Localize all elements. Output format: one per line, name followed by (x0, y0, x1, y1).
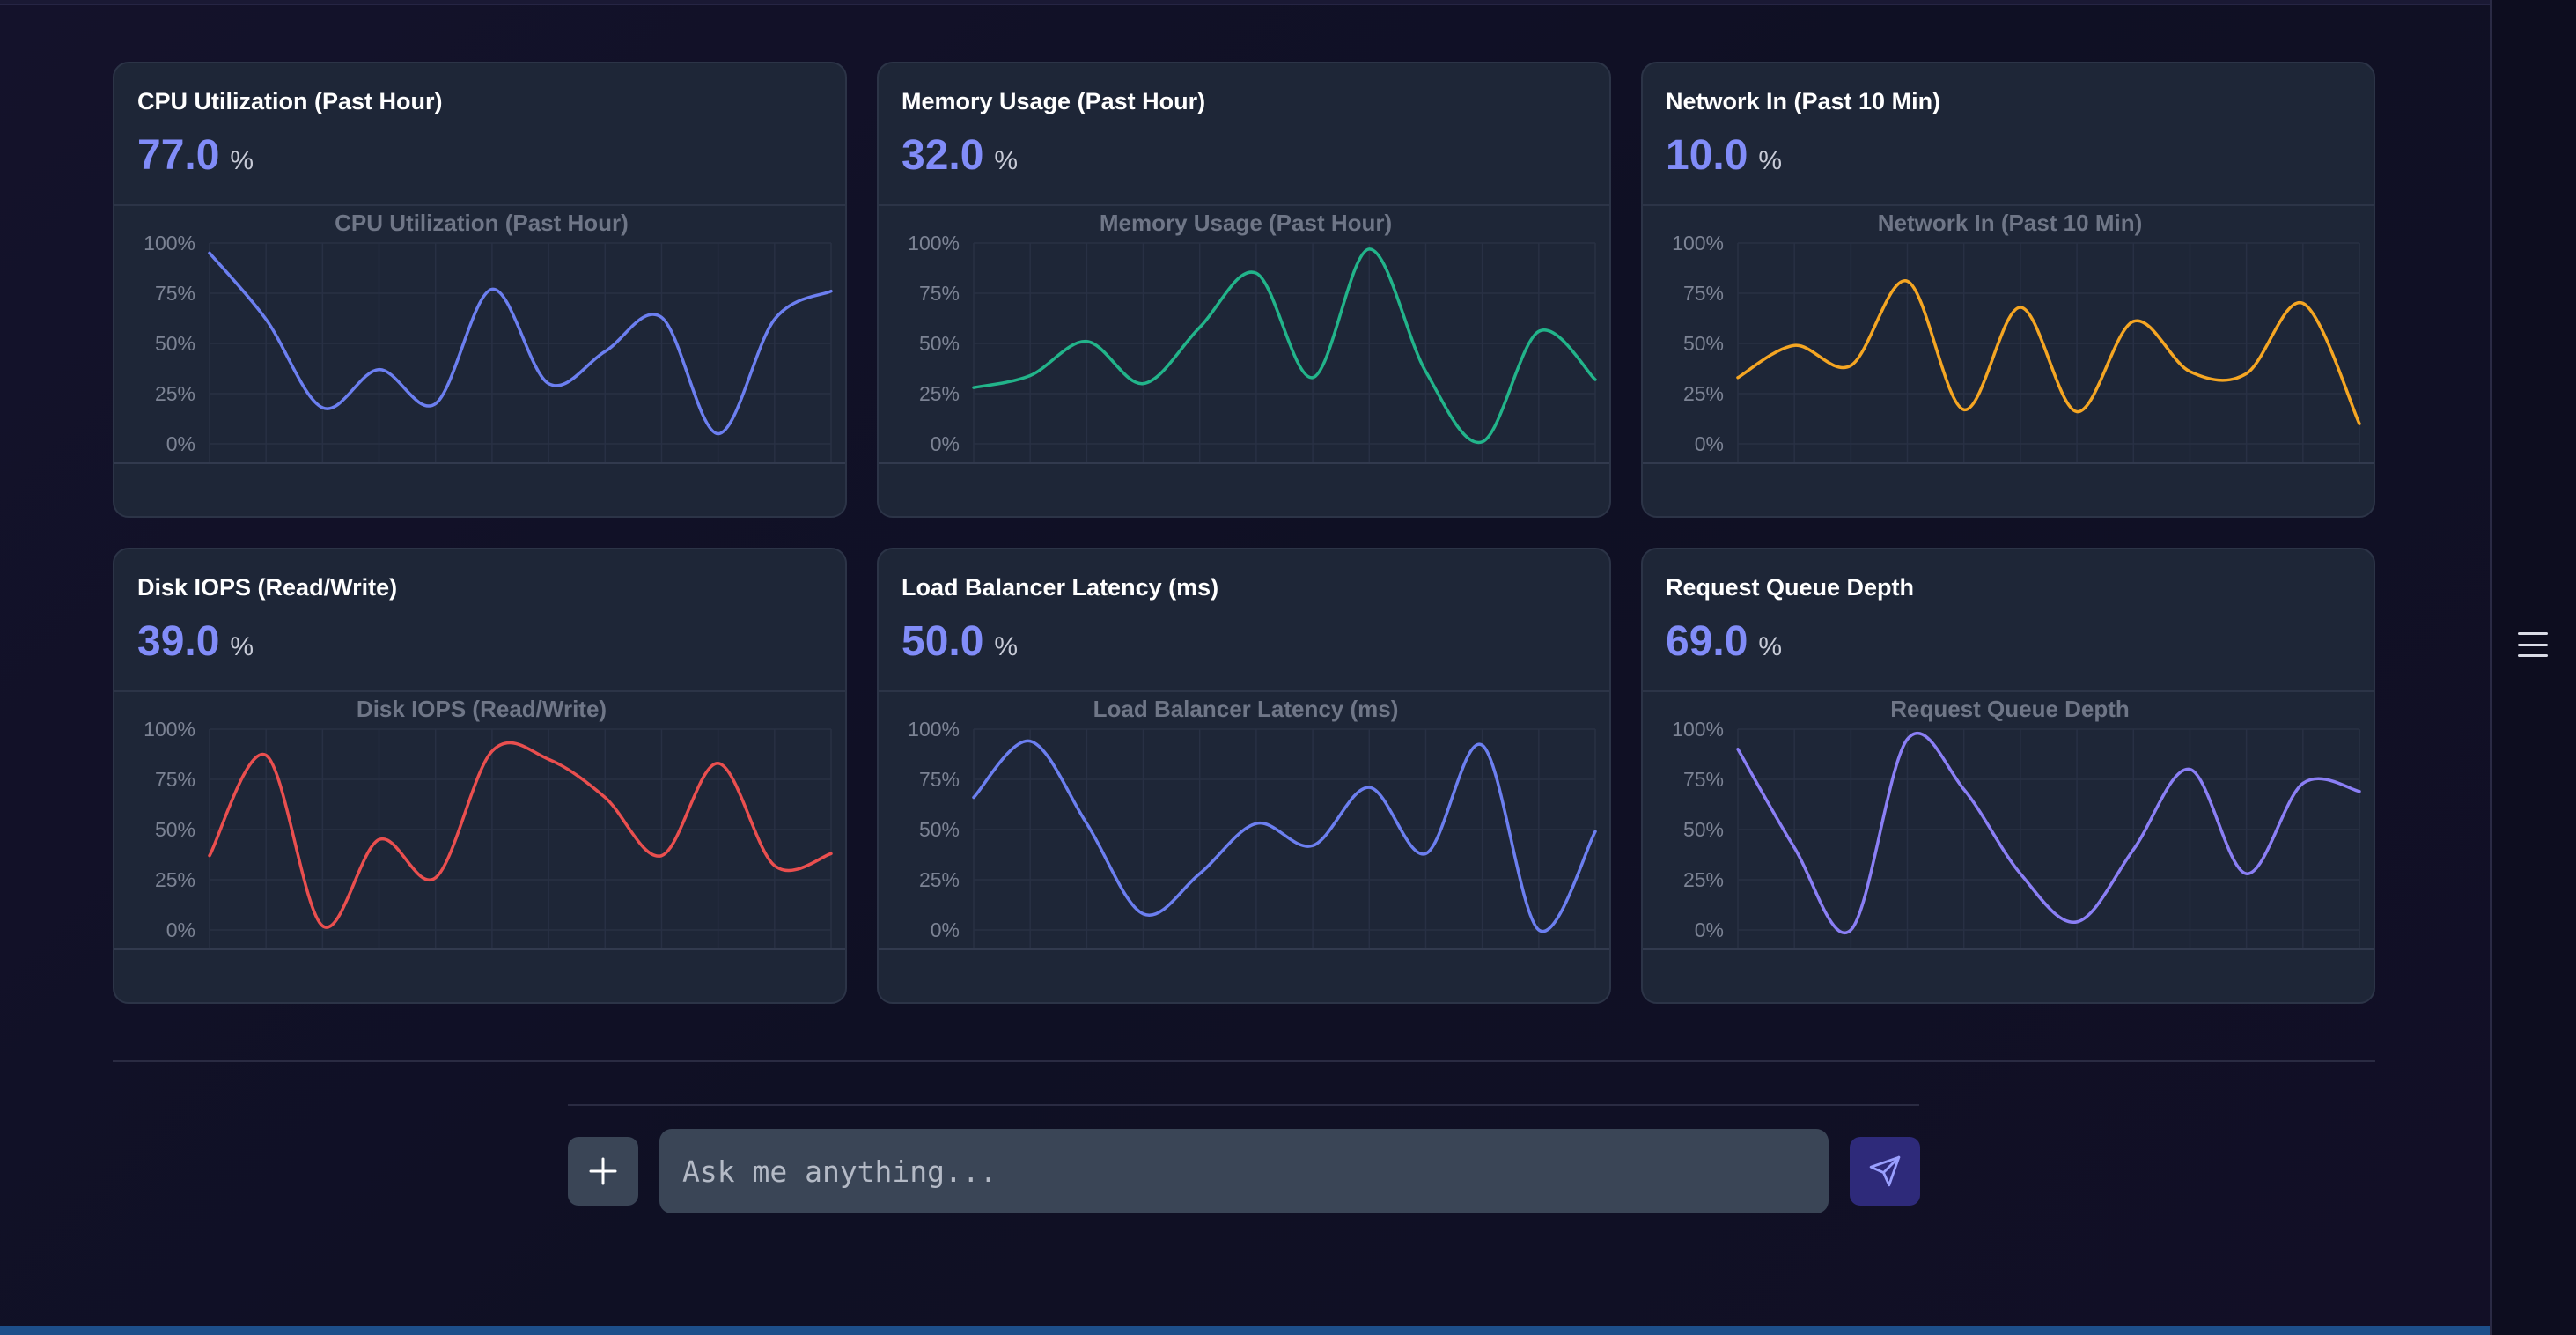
line-chart: Load Balancer Latency (ms) 0% 25% 50% 75% 100… (879, 696, 1609, 950)
y-tick-label: 0% (166, 918, 195, 941)
content-divider (113, 1060, 2375, 1062)
chart-title: Request Queue Depth (1890, 696, 2130, 722)
line-chart: Disk IOPS (Read/Write) 0% 25% 50% 75% 100% (114, 696, 845, 950)
metric-card-queue: Request Queue Depth 69.0 % Request Queue… (1641, 548, 2375, 1004)
card-header: Load Balancer Latency (ms) 50.0 % (879, 549, 1609, 692)
card-metric: 10.0 % (1666, 131, 2351, 180)
chat-input[interactable] (659, 1129, 1829, 1213)
metric-card-memory: Memory Usage (Past Hour) 32.0 % Memory U… (877, 62, 1611, 518)
hamburger-menu-icon[interactable] (2518, 632, 2548, 657)
y-tick-label: 100% (908, 718, 960, 741)
y-tick-label: 50% (919, 818, 960, 841)
series-line (208, 741, 833, 929)
y-tick-label: 100% (144, 232, 195, 254)
right-sidebar-rail (2490, 0, 2576, 1335)
y-tick-label: 100% (908, 232, 960, 254)
metric-card-network: Network In (Past 10 Min) 10.0 % Network … (1641, 62, 2375, 518)
y-tick-label: 100% (1672, 718, 1724, 741)
chat-divider (568, 1104, 1919, 1106)
metric-unit: % (994, 146, 1019, 175)
card-header: Request Queue Depth 69.0 % (1643, 549, 2374, 692)
card-header: Network In (Past 10 Min) 10.0 % (1643, 63, 2374, 206)
y-tick-label: 25% (1683, 868, 1724, 891)
card-header: CPU Utilization (Past Hour) 77.0 % (114, 63, 845, 206)
add-attachment-button[interactable] (568, 1137, 638, 1206)
metric-value: 69.0 (1666, 618, 1748, 665)
metric-value: 77.0 (137, 132, 220, 179)
y-tick-label: 0% (1695, 918, 1724, 941)
metric-value: 10.0 (1666, 132, 1748, 179)
metric-value: 50.0 (902, 618, 984, 665)
send-button[interactable] (1850, 1137, 1920, 1206)
send-icon (1869, 1155, 1901, 1187)
card-title: CPU Utilization (Past Hour) (137, 88, 443, 114)
card-title: Request Queue Depth (1666, 574, 1915, 601)
chart-title: Memory Usage (Past Hour) (1100, 210, 1392, 236)
y-tick-label: 100% (1672, 232, 1724, 254)
metric-card-cpu: CPU Utilization (Past Hour) 77.0 % CPU U… (113, 62, 847, 518)
line-chart: Request Queue Depth 0% 25% 50% 75% 100% (1643, 696, 2374, 950)
metric-unit: % (994, 632, 1019, 661)
series-line (1736, 731, 2361, 934)
y-tick-label: 100% (144, 718, 195, 741)
metric-unit: % (1758, 146, 1783, 175)
y-tick-label: 50% (155, 332, 195, 355)
metric-unit: % (1758, 632, 1783, 661)
card-title: Load Balancer Latency (ms) (902, 574, 1219, 601)
y-tick-label: 75% (155, 768, 195, 791)
y-tick-label: 75% (1683, 768, 1724, 791)
y-tick-label: 0% (931, 918, 960, 941)
y-tick-label: 50% (919, 332, 960, 355)
series-line (972, 247, 1597, 445)
y-tick-label: 25% (919, 382, 960, 405)
top-border (0, 0, 2490, 5)
y-tick-label: 50% (1683, 332, 1724, 355)
card-metric: 69.0 % (1666, 617, 2351, 666)
card-header: Disk IOPS (Read/Write) 39.0 % (114, 549, 845, 692)
y-tick-label: 50% (155, 818, 195, 841)
metric-card-latency: Load Balancer Latency (ms) 50.0 % Load B… (877, 548, 1611, 1004)
y-tick-label: 75% (155, 282, 195, 305)
y-tick-label: 25% (1683, 382, 1724, 405)
y-tick-label: 25% (919, 868, 960, 891)
y-tick-label: 25% (155, 868, 195, 891)
chart-title: Network In (Past 10 Min) (1878, 210, 2143, 236)
series-line (1736, 279, 2361, 425)
series-line (208, 251, 833, 436)
chart-title: Disk IOPS (Read/Write) (357, 696, 607, 722)
card-metric: 39.0 % (137, 617, 822, 666)
metric-card-disk: Disk IOPS (Read/Write) 39.0 % Disk IOPS … (113, 548, 847, 1004)
y-tick-label: 0% (1695, 432, 1724, 455)
y-tick-label: 75% (1683, 282, 1724, 305)
metric-unit: % (230, 146, 254, 175)
card-metric: 32.0 % (902, 131, 1586, 180)
line-chart: Memory Usage (Past Hour) 0% 25% 50% 75% 100% (879, 210, 1609, 464)
y-tick-label: 25% (155, 382, 195, 405)
y-tick-label: 75% (919, 768, 960, 791)
metric-value: 39.0 (137, 618, 220, 665)
y-tick-label: 75% (919, 282, 960, 305)
card-title: Disk IOPS (Read/Write) (137, 574, 398, 601)
y-tick-label: 0% (931, 432, 960, 455)
card-title: Memory Usage (Past Hour) (902, 88, 1206, 114)
card-header: Memory Usage (Past Hour) 32.0 % (879, 63, 1609, 206)
chart-title: Load Balancer Latency (ms) (1093, 696, 1399, 722)
y-tick-label: 0% (166, 432, 195, 455)
card-title: Network In (Past 10 Min) (1666, 88, 1941, 114)
chart-title: CPU Utilization (Past Hour) (335, 210, 629, 236)
line-chart: Network In (Past 10 Min) 0% 25% 50% 75% 100% (1643, 210, 2374, 464)
metric-unit: % (230, 632, 254, 661)
series-line (972, 739, 1597, 933)
line-chart: CPU Utilization (Past Hour) 0% 25% 50% 75% 10… (114, 210, 845, 464)
plus-icon (589, 1157, 617, 1185)
bottom-border (0, 1326, 2490, 1335)
card-metric: 50.0 % (902, 617, 1586, 666)
metric-value: 32.0 (902, 132, 984, 179)
y-tick-label: 50% (1683, 818, 1724, 841)
card-metric: 77.0 % (137, 131, 822, 180)
